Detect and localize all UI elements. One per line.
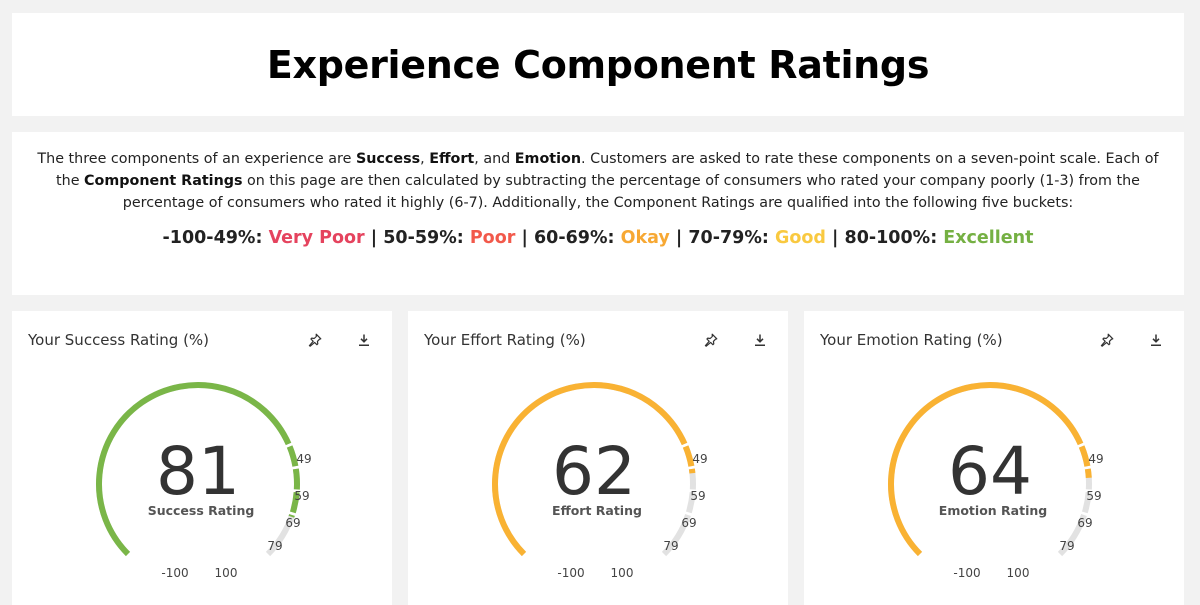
gauge-value-segment	[688, 468, 696, 474]
tick-59: 59	[1086, 489, 1101, 503]
desc-part: The three components of an experience ar…	[37, 151, 356, 167]
bucket-label-good: Good	[774, 228, 826, 248]
rating-scale: -100-49%: Very Poor | 50-59%: Poor | 60-…	[12, 214, 1184, 248]
desc-bold-emotion: Emotion	[514, 151, 582, 167]
gauge-label: Success Rating	[148, 503, 255, 518]
download-icon	[359, 334, 369, 347]
bucket-label-okay: Okay	[620, 228, 670, 248]
title-panel: Experience Component Ratings	[12, 13, 1184, 116]
gauge-value-segment	[288, 514, 295, 518]
download-icon	[755, 334, 765, 347]
gauge-track-segment	[661, 513, 691, 557]
tick-max: 100	[215, 566, 238, 580]
pin-icon	[704, 333, 718, 347]
gauge-track-segment	[685, 491, 696, 514]
tick-69: 69	[1077, 516, 1092, 530]
gauge-value: 62	[552, 433, 636, 510]
gauge: 62 Effort Rating -100 100 49 59 69 79	[492, 382, 708, 580]
desc-part: on this page are then calculated by subt…	[122, 173, 1140, 211]
effort-rating-card: Your Effort Rating (%) 62 Effort Rating …	[408, 311, 788, 605]
download-button[interactable]	[353, 329, 375, 351]
bucket-label-excellent: Excellent	[943, 228, 1034, 248]
tick-79: 79	[663, 539, 678, 553]
download-button[interactable]	[749, 329, 771, 351]
gauge-track-segment	[265, 513, 295, 557]
tick-59: 59	[294, 489, 309, 503]
pin-icon	[308, 333, 322, 347]
desc-bold-effort: Effort	[429, 151, 475, 167]
desc-bold-component-ratings: Component Ratings	[84, 173, 243, 189]
gauge-value-segment	[286, 445, 299, 467]
bucket-separator: |	[832, 228, 839, 248]
gauge-track-segment	[1057, 513, 1087, 557]
download-button[interactable]	[1145, 329, 1167, 351]
tick-49: 49	[692, 452, 707, 466]
page-title: Experience Component Ratings	[266, 42, 930, 87]
card-title: Your Success Rating (%)	[28, 331, 210, 349]
bucket-range: -100-49%:	[162, 228, 263, 248]
tick-79: 79	[267, 539, 282, 553]
card-title: Your Emotion Rating (%)	[820, 331, 1003, 349]
gauge-value-segment	[96, 382, 292, 557]
bucket-separator: |	[370, 228, 378, 248]
description-text: The three components of an experience ar…	[12, 132, 1184, 214]
tick-max: 100	[611, 566, 634, 580]
pin-button[interactable]	[1096, 329, 1118, 351]
tick-49: 49	[1088, 452, 1103, 466]
desc-part: ,	[420, 151, 430, 167]
tick-79: 79	[1059, 539, 1074, 553]
tick-59: 59	[690, 489, 705, 503]
gauge: 64 Emotion Rating -100 100 49 59 69 79	[888, 382, 1104, 580]
gauge-track-segment	[1081, 491, 1092, 514]
pin-button[interactable]	[700, 329, 722, 351]
tick-49: 49	[296, 452, 311, 466]
gauge-label: Emotion Rating	[939, 503, 1047, 518]
desc-bold-success: Success	[355, 151, 421, 167]
tick-69: 69	[285, 516, 300, 530]
gauge-label: Effort Rating	[552, 503, 642, 518]
description-panel: The three components of an experience ar…	[12, 132, 1184, 295]
gauge-value-segment	[1084, 468, 1092, 478]
bucket-range: 70-79%:	[688, 228, 769, 248]
gauge: 81 Success Rating -100 100 49 59 69 79	[96, 382, 312, 580]
bucket-range: 60-69%:	[533, 228, 615, 248]
gauge-value: 64	[948, 433, 1032, 510]
gauge-value-segment	[1078, 445, 1091, 467]
tick-min: -100	[161, 566, 188, 580]
bucket-label-very-poor: Very Poor	[268, 228, 365, 248]
gauge-value-segment	[492, 382, 688, 557]
bucket-separator: |	[675, 228, 683, 248]
pin-icon	[1100, 333, 1114, 347]
bucket-label-poor: Poor	[469, 228, 516, 248]
tick-69: 69	[681, 516, 696, 530]
success-rating-card: Your Success Rating (%) 81 Success Ratin…	[12, 311, 392, 605]
bucket-range: 80-100%:	[844, 228, 938, 248]
tick-min: -100	[953, 566, 980, 580]
gauge-value-segment	[289, 491, 300, 514]
desc-part: , and	[474, 151, 515, 167]
gauge-value-segment	[682, 445, 695, 467]
emotion-rating-card: Your Emotion Rating (%) 64 Emotion Ratin…	[804, 311, 1184, 605]
pin-button[interactable]	[304, 329, 326, 351]
bucket-range: 50-59%:	[383, 228, 464, 248]
gauge-value-segment	[292, 468, 300, 490]
desc-part: . Customers are asked to rate these comp…	[56, 151, 1159, 189]
card-title: Your Effort Rating (%)	[424, 331, 586, 349]
gauge-value-segment	[888, 382, 1084, 557]
download-icon	[1151, 334, 1161, 347]
tick-max: 100	[1007, 566, 1030, 580]
tick-min: -100	[557, 566, 584, 580]
bucket-separator: |	[521, 228, 528, 248]
gauge-value: 81	[156, 433, 240, 510]
